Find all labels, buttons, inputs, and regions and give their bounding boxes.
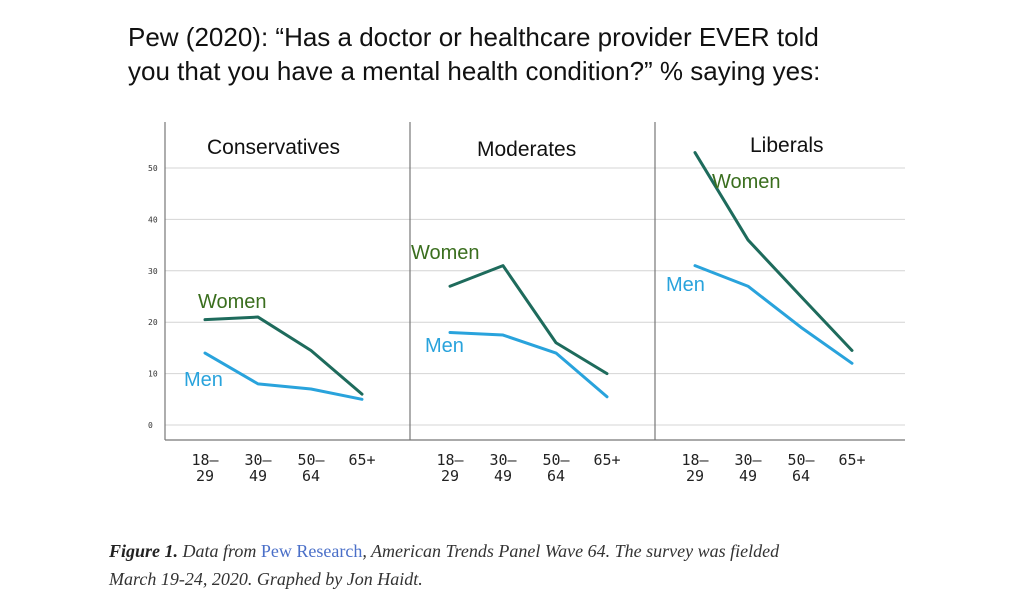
x-tick-label: 30–	[489, 451, 517, 469]
x-tick-label: 18–	[191, 451, 219, 469]
x-tick-label: 49	[494, 467, 512, 485]
x-tick-label: 18–	[436, 451, 464, 469]
x-tick-label: 29	[441, 467, 459, 485]
panel-title-moderates: Moderates	[477, 138, 576, 161]
caption-lead: Figure 1.	[109, 541, 179, 561]
x-tick-label: 29	[196, 467, 214, 485]
x-tick-label: 50–	[542, 451, 570, 469]
caption-text-pre: Data from	[178, 541, 261, 561]
x-tick-label: 65+	[348, 451, 375, 469]
x-tick-label: 49	[249, 467, 267, 485]
x-tick-label: 29	[686, 467, 704, 485]
x-tick-label: 18–	[681, 451, 709, 469]
panel-title-liberals: Liberals	[750, 134, 824, 157]
x-tick-label: 30–	[734, 451, 762, 469]
x-tick-label: 49	[739, 467, 757, 485]
chart-title-line-1: Pew (2020): “Has a doctor or healthcare …	[128, 22, 819, 52]
chart-title: Pew (2020): “Has a doctor or healthcare …	[128, 20, 928, 88]
x-tick-label: 64	[547, 467, 565, 485]
caption-text-line-2: March 19-24, 2020. Graphed by Jon Haidt.	[109, 569, 423, 589]
y-tick-label: 30	[148, 267, 158, 276]
x-tick-label: 65+	[838, 451, 865, 469]
y-tick-label: 50	[148, 164, 158, 173]
y-tick-label: 40	[148, 215, 158, 224]
series-label-women: Women	[712, 171, 781, 193]
series-line-women-conservatives	[203, 315, 364, 396]
pew-research-link[interactable]: Pew Research	[260, 541, 363, 561]
series-label-women: Women	[198, 291, 267, 313]
series-line-men-moderates	[448, 330, 609, 399]
y-tick-label: 20	[148, 318, 158, 327]
x-tick-label: 30–	[244, 451, 272, 469]
series-line-women-moderates	[448, 264, 609, 376]
chart-title-line-2: you that you have a mental health condit…	[128, 56, 821, 86]
x-tick-label: 50–	[787, 451, 815, 469]
caption-text-post: , American Trends Panel Wave 64. The sur…	[362, 541, 780, 561]
series-label-men: Men	[184, 369, 223, 391]
panel-title-conservatives: Conservatives	[207, 136, 340, 159]
x-tick-label: 64	[302, 467, 320, 485]
figure-caption: Figure 1. Data from Pew Research, Americ…	[109, 537, 969, 593]
x-tick-label: 50–	[297, 451, 325, 469]
series-label-men: Men	[666, 274, 705, 296]
series-line-men-liberals	[693, 264, 854, 365]
y-tick-label: 10	[148, 370, 158, 379]
series-label-women: Women	[411, 242, 480, 264]
series-line-women-liberals	[693, 151, 854, 352]
series-label-men: Men	[425, 335, 464, 357]
line-chart-panels: 01020304050Conservatives18–2930–4950–646…	[148, 122, 905, 485]
x-tick-label: 65+	[593, 451, 620, 469]
x-tick-label: 64	[792, 467, 810, 485]
series-line-men-conservatives	[203, 351, 364, 401]
y-tick-label: 0	[148, 421, 153, 430]
